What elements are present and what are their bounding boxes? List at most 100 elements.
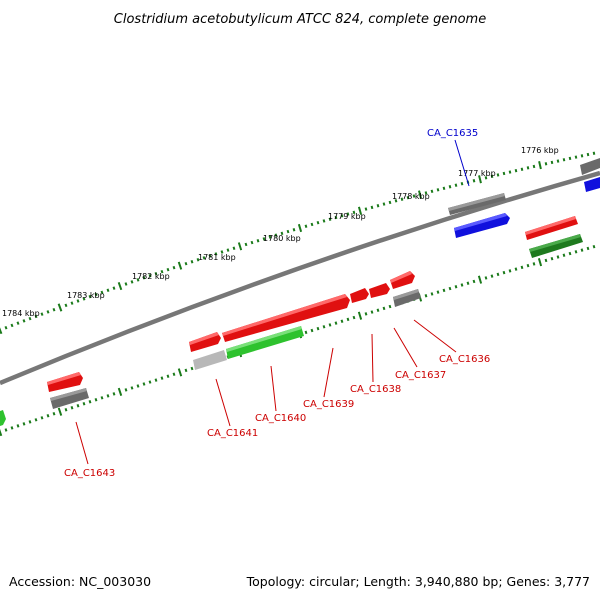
major-tick: [537, 258, 543, 267]
minor-tick: [64, 303, 68, 308]
minor-tick: [130, 280, 134, 284]
gene-label-CA_C1643[interactable]: CA_C1643: [64, 468, 115, 479]
major-tick: [177, 368, 183, 377]
minor-tick: [472, 179, 476, 183]
gene-label-CA_C1635[interactable]: CA_C1635: [427, 128, 478, 139]
leader-line: [323, 347, 334, 398]
gene-label-CA_C1639[interactable]: CA_C1639: [303, 399, 354, 410]
minor-tick: [220, 250, 224, 254]
minor-tick: [100, 396, 104, 400]
minor-tick: [100, 290, 104, 295]
gene-highlight: [226, 326, 302, 352]
minor-tick: [322, 325, 326, 329]
minor-tick: [532, 164, 536, 169]
minor-tick: [370, 310, 374, 314]
gene-highlight: [47, 372, 81, 385]
minor-tick: [562, 158, 566, 162]
kbp-label: 1777 kbp: [458, 169, 496, 178]
minor-tick: [484, 276, 488, 280]
minor-tick: [592, 244, 596, 249]
major-tick: [0, 327, 3, 335]
minor-tick: [544, 258, 548, 263]
minor-tick: [82, 297, 86, 301]
leader-line: [270, 365, 277, 412]
major-tick: [0, 428, 3, 437]
gene-CA_C1643[interactable]: [50, 388, 89, 409]
minor-tick: [52, 307, 56, 312]
minor-tick: [328, 323, 332, 327]
minor-tick: [76, 404, 80, 408]
minor-tick: [76, 299, 80, 303]
minor-tick: [4, 325, 8, 330]
minor-tick: [292, 228, 296, 232]
minor-tick: [310, 328, 314, 333]
minor-tick: [16, 424, 20, 428]
minor-tick: [430, 189, 434, 194]
minor-tick: [166, 267, 170, 272]
minor-tick: [562, 253, 566, 257]
gene-label-CA_C1641[interactable]: CA_C1641: [207, 428, 258, 439]
gene-CA_C1636[interactable]: [390, 271, 415, 289]
gene-label-CA_C1638[interactable]: CA_C1638: [350, 384, 401, 395]
leader-line: [454, 139, 470, 187]
minor-tick: [46, 414, 50, 418]
major-tick: [538, 160, 542, 170]
minor-tick: [454, 285, 458, 289]
minor-tick: [64, 408, 68, 412]
gene-CA_C1635[interactable]: [454, 213, 510, 238]
minor-tick: [364, 312, 368, 316]
minor-tick: [40, 312, 44, 316]
gene-label-CA_C1637[interactable]: CA_C1637: [395, 370, 446, 381]
minor-tick: [244, 242, 248, 247]
minor-tick: [106, 288, 110, 293]
minor-tick: [460, 182, 464, 186]
minor-tick: [82, 402, 86, 406]
minor-tick: [208, 254, 212, 258]
gene-CA_C1637[interactable]: [369, 283, 390, 298]
gene-CA_C1638[interactable]: [350, 288, 369, 303]
leader-line: [413, 319, 457, 353]
minor-tick: [304, 224, 308, 228]
minor-tick: [448, 185, 452, 189]
major-tick: [57, 303, 63, 312]
minor-tick: [352, 315, 356, 320]
minor-tick: [448, 286, 452, 291]
gene-label-CA_C1636[interactable]: CA_C1636: [439, 354, 490, 365]
minor-tick: [574, 155, 578, 159]
major-tick: [177, 261, 183, 270]
gene-highlight: [393, 289, 419, 300]
gene-blue[interactable]: [584, 177, 600, 192]
gene-highlight: [525, 216, 576, 235]
minor-tick: [526, 263, 530, 268]
minor-tick: [376, 204, 380, 208]
minor-tick: [334, 321, 338, 325]
minor-tick: [142, 382, 146, 386]
gene-CA_C1641[interactable]: [193, 350, 227, 370]
minor-tick: [346, 212, 350, 216]
minor-tick: [106, 394, 110, 398]
minor-tick: [142, 276, 146, 280]
minor-tick: [340, 214, 344, 218]
minor-tick: [148, 274, 152, 278]
leader-lines: [75, 139, 470, 465]
kbp-label: 1783 kbp: [67, 291, 105, 300]
gene-label-CA_C1640[interactable]: CA_C1640: [255, 413, 306, 424]
gene-highlight: [529, 234, 581, 252]
minor-tick: [40, 416, 44, 420]
minor-tick: [10, 426, 14, 430]
minor-tick: [496, 173, 500, 177]
kbp-label: 1778 kbp: [392, 192, 430, 201]
minor-tick: [304, 330, 308, 335]
minor-tick: [412, 194, 416, 198]
topology-text: Topology: circular; Length: 3,940,880 bp…: [246, 574, 590, 589]
inner-tick-track: [0, 244, 596, 437]
minor-tick: [16, 321, 20, 325]
gene-gray[interactable]: [580, 158, 600, 175]
minor-tick: [124, 282, 128, 286]
major-tick: [237, 242, 243, 251]
gene-green-edge[interactable]: [0, 410, 6, 426]
minor-tick: [544, 162, 548, 166]
minor-tick: [268, 235, 272, 239]
minor-tick: [46, 310, 50, 314]
minor-tick: [256, 238, 260, 243]
